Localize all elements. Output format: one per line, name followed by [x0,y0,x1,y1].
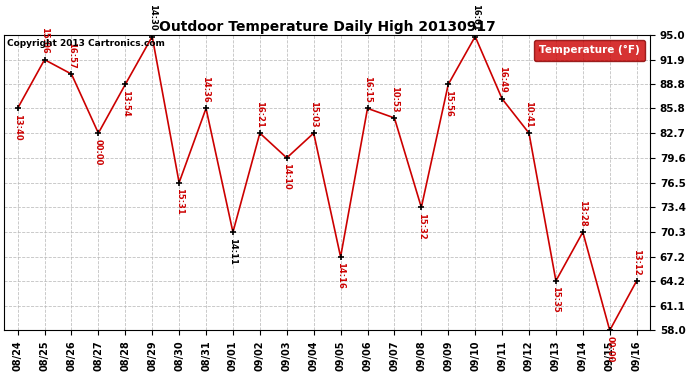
Text: 14:16: 14:16 [336,262,345,290]
Text: 14:36: 14:36 [201,76,210,103]
Text: 15:35: 15:35 [551,286,560,313]
Text: 00:00: 00:00 [605,336,614,362]
Text: 14:10: 14:10 [282,164,291,190]
Text: 16:49: 16:49 [497,66,506,93]
Text: 16:21: 16:21 [255,101,264,128]
Text: 13:12: 13:12 [632,249,641,275]
Text: 14:11: 14:11 [228,238,237,265]
Text: 00:00: 00:00 [94,139,103,165]
Text: 10:41: 10:41 [524,101,533,128]
Legend: Temperature (°F): Temperature (°F) [534,40,645,61]
Text: 16:15: 16:15 [363,76,372,103]
Text: 10:53: 10:53 [390,86,399,112]
Text: 13:54: 13:54 [121,90,130,117]
Text: Copyright 2013 Cartronics.com: Copyright 2013 Cartronics.com [8,39,166,48]
Text: 14:30: 14:30 [148,4,157,31]
Text: 15:06: 15:06 [40,27,49,54]
Text: 15:31: 15:31 [175,188,184,215]
Title: Outdoor Temperature Daily High 20130917: Outdoor Temperature Daily High 20130917 [159,20,495,34]
Text: 16:57: 16:57 [67,42,76,69]
Text: 15:56: 15:56 [444,90,453,117]
Text: 15:03: 15:03 [309,101,318,128]
Text: 16:01: 16:01 [471,4,480,31]
Text: 15:32: 15:32 [417,213,426,240]
Text: 13:40: 13:40 [13,114,22,141]
Text: 13:28: 13:28 [578,200,587,226]
